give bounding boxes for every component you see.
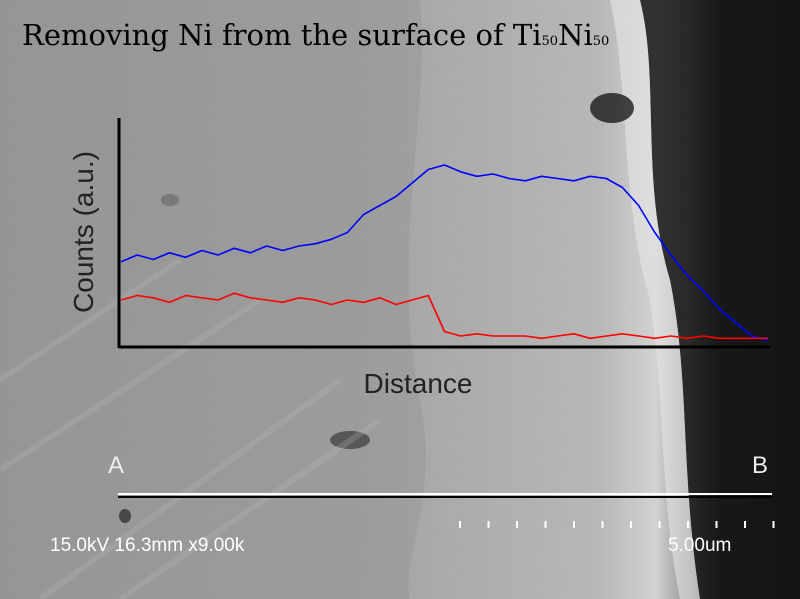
scan-start-label: A [108,452,125,479]
title-main: Removing Ni from the surface of Ti [22,18,542,52]
series-layer [120,164,769,342]
title-subscript-ti: 50 [541,34,559,49]
figure-title: Removing Ni from the surface of Ti50Ni50 [22,18,609,52]
title-subscript-ni: 50 [592,34,610,49]
title-ni: Ni [558,18,593,52]
series-line-blue [120,164,769,342]
x-axis-label: Distance [363,368,473,399]
series-line-red [120,292,768,340]
sem-parameters: 15.0kV 16.3mm x9.00k [50,535,245,556]
scan-end-label: B [752,452,769,479]
scale-bar [459,521,775,528]
scale-bar-label: 5.00um [668,535,732,556]
